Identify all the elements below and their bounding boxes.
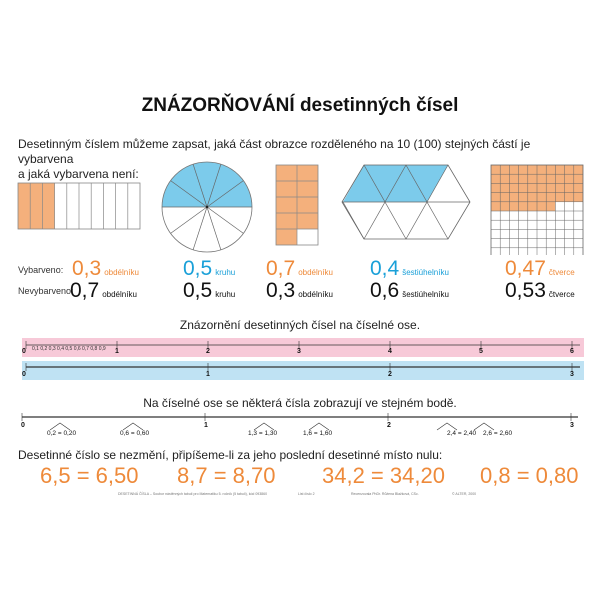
footer-review: Recenzovala PhDr. Růžena Blažková, CSc. (351, 492, 419, 496)
pink-axis-5: 5 (479, 348, 483, 355)
pink-axis-1: 1 (115, 348, 119, 355)
zero-eq-1: 6,5 = 6,50 (40, 463, 139, 488)
blue-axis-1: 1 (206, 371, 210, 378)
rectangle-grid-figure (275, 164, 319, 246)
colored-label: Vybarveno: (18, 265, 64, 275)
blue-axis-2: 2 (388, 371, 392, 378)
shape-4-uncolored: 0,6 šestiúhelníku (370, 279, 449, 302)
zero-heading: Desetinné číslo se nezmění, připíšeme-li… (18, 448, 443, 462)
shape-2-colored: 0,5 kruhu (183, 257, 236, 280)
shape-3-colored: 0,7 obdélníku (266, 257, 333, 280)
shape-2-uncolored: 0,5 kruhu (183, 279, 236, 302)
shape-5-uncolored: 0,53 čtverce (505, 279, 575, 302)
rectangle-strip-figure (17, 182, 141, 230)
same-eq-4: 1,6 = 1,60 (303, 430, 333, 437)
intro-line-2: a jaká vybarvena není: (18, 167, 139, 181)
pink-minor-labels: 0,1 0,2 0,3 0,4 0,5 0,6 0,7 0,8 0,9 (32, 346, 106, 352)
hexagon-figure (341, 164, 471, 240)
same-axis-2: 2 (387, 422, 391, 429)
blue-axis-0: 0 (22, 371, 26, 378)
shape-1-colored: 0,3 obdélníku (72, 257, 139, 280)
same-axis-3: 3 (570, 422, 574, 429)
blue-number-axis: 0 1 2 3 (22, 361, 584, 380)
page-title: ZNÁZORŇOVÁNÍ desetinných čísel (141, 95, 459, 116)
same-point-axis (21, 413, 578, 431)
pink-axis-6: 6 (570, 348, 574, 355)
footer-source: DESETINNÁ ČÍSLA – Soubor nástěnných tabu… (118, 492, 268, 496)
zero-eq-2: 8,7 = 8,70 (177, 463, 276, 488)
shape-1-uncolored: 0,7 obdélníku (70, 279, 137, 302)
same-eq-6: 2,6 = 2,60 (483, 430, 513, 437)
same-eq-3: 1,3 = 1,30 (248, 430, 278, 437)
intro-line-1: Desetinným číslem můžeme zapsat, jaká čá… (18, 137, 531, 166)
pink-number-axis: 0 1 2 3 4 5 6 0,1 0,2 0,3 0,4 0,5 0,6 0,… (22, 338, 584, 357)
pink-axis-3: 3 (297, 348, 301, 355)
same-point-heading: Na číselné ose se některá čísla zobrazuj… (143, 396, 457, 410)
pink-axis-0: 0 (22, 348, 26, 355)
circle-figure (161, 161, 253, 253)
pink-axis-2: 2 (206, 348, 210, 355)
zero-eq-4: 0,8 = 0,80 (480, 463, 579, 488)
pink-axis-4: 4 (388, 348, 392, 355)
number-axis-heading: Znázornění desetinných čísel na číselné … (179, 318, 421, 332)
same-eq-1: 0,2 = 0,20 (47, 430, 77, 437)
same-axis-1: 1 (204, 422, 208, 429)
uncolored-label: Nevybarveno: (18, 286, 74, 296)
intro-text: Desetinným číslem můžeme zapsat, jaká čá… (18, 137, 588, 182)
shape-4-colored: 0,4 šestiúhelníku (370, 257, 449, 280)
same-eq-2: 0,6 = 0,60 (120, 430, 150, 437)
footer-copyright: © ALTER, 2000 (452, 492, 477, 496)
same-eq-5: 2,4 = 2,40 (447, 430, 477, 437)
zero-eq-3: 34,2 = 34,20 (322, 463, 445, 488)
footer-sheet: List číslo 2 (298, 492, 315, 496)
square-100-figure (490, 164, 584, 255)
same-axis-0: 0 (21, 422, 25, 429)
shape-5-colored: 0,47 čtverce (505, 257, 575, 280)
shapes-figure (17, 161, 584, 255)
blue-axis-3: 3 (570, 371, 574, 378)
shape-3-uncolored: 0,3 obdélníku (266, 279, 333, 302)
